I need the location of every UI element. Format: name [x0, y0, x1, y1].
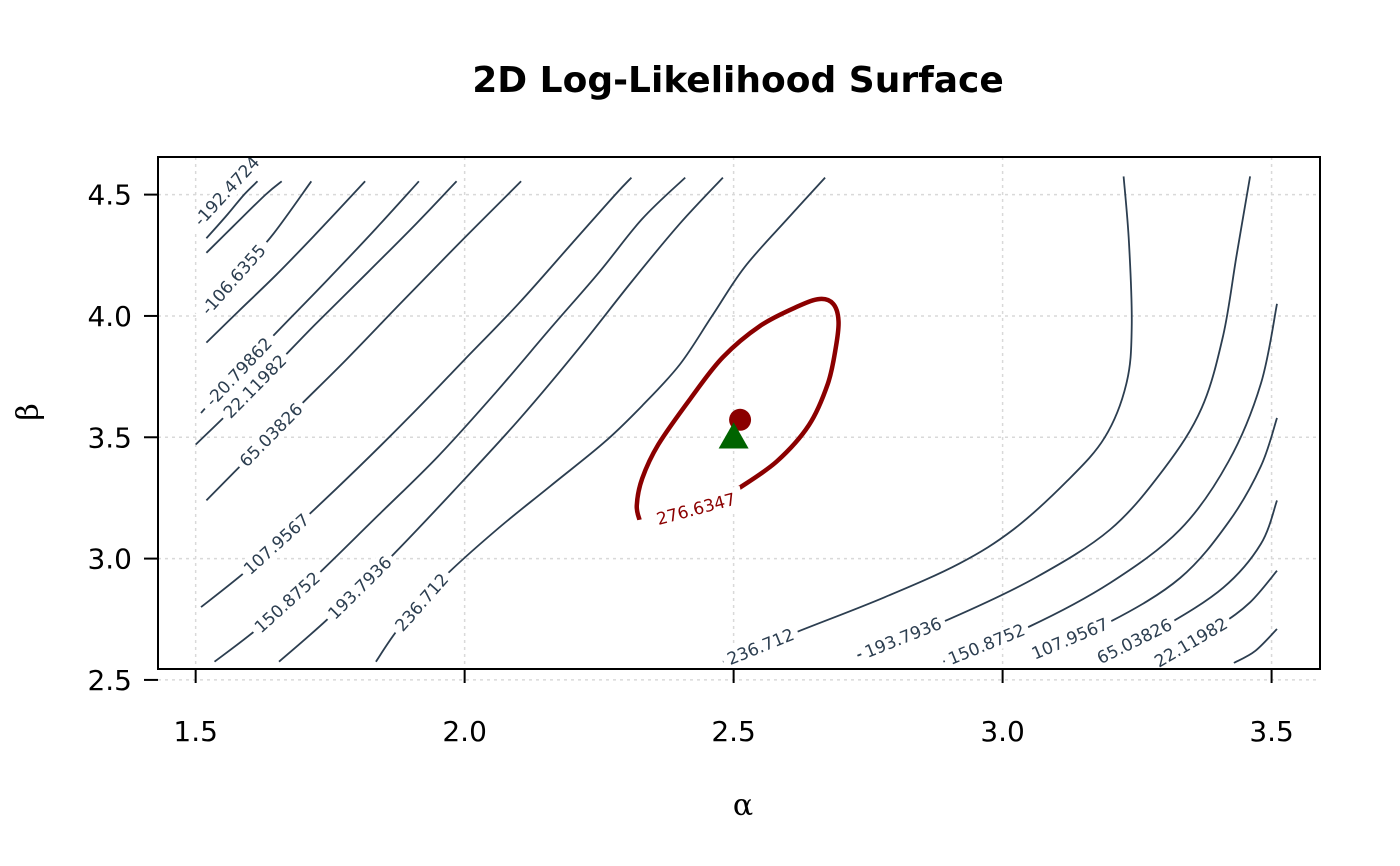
highlight-contour-line: [634, 296, 841, 521]
y-axis-label: β: [11, 403, 46, 420]
contour-label-gap: [1024, 611, 1116, 666]
highlight-contour-label: 276.6347: [654, 490, 738, 530]
contour-line: [1029, 417, 1278, 657]
y-tick-label: 3.0: [87, 543, 132, 576]
contour-label-gap: [197, 328, 281, 415]
contour-line: [722, 176, 1133, 663]
contour-label-gap: [236, 506, 317, 582]
y-tick-label: 2.5: [87, 664, 132, 697]
contour-label-gap: [246, 564, 328, 640]
contour-label-gap: [185, 147, 268, 235]
contour-label-gap: [320, 549, 399, 627]
contour-label: 150.8752: [251, 568, 325, 637]
marker-layer: [718, 408, 752, 449]
contour-line: [943, 303, 1278, 663]
contour-label-gap: [1147, 610, 1235, 674]
chart-title: 2D Log-Likelihood Surface: [472, 60, 1004, 101]
x-tick-label: 2.0: [442, 715, 487, 748]
contour-label-gap: [719, 622, 802, 671]
contour-label: 107.9567: [240, 510, 314, 579]
contour-label: 150.8752: [946, 620, 1029, 669]
contour-line: [857, 176, 1251, 657]
contour-line: [1233, 628, 1278, 664]
x-tick-label: 1.5: [173, 715, 218, 748]
contour-label-gap: [1089, 612, 1180, 670]
contour-label: 193.7936: [862, 614, 945, 663]
contour-label: 236.712: [725, 625, 798, 670]
contour-layer: -192.4724-106.6355-20.7986222.1198265.03…: [185, 147, 1278, 674]
x-tick-label: 3.5: [1249, 715, 1294, 748]
x-tick-label: 2.5: [711, 715, 756, 748]
highlight-label-gap: [646, 485, 746, 532]
axes: 1.5 2.0 2.5 3.0 3.5 2.5 3.0 3.5 4.0 4.5: [87, 179, 1293, 748]
contour-label-gap: [216, 347, 294, 426]
contour-line: [205, 180, 366, 344]
contour-label-gap: [857, 611, 949, 664]
contour-label: -106.6355: [198, 241, 271, 320]
contour-label-gap: [387, 565, 456, 639]
x-axis-label: α: [733, 788, 753, 823]
x-tick-label: 3.0: [980, 715, 1025, 748]
y-tick-label: 4.0: [87, 300, 132, 333]
true-point: [718, 422, 749, 449]
contour-label-gap: [941, 617, 1032, 671]
y-tick-label: 3.5: [87, 421, 132, 454]
contour-label: 236.712: [392, 570, 454, 636]
plot-frame: [157, 156, 1321, 670]
contour-line: [205, 180, 259, 239]
contour-label-gap: [192, 235, 274, 324]
contour-label: -192.4724: [190, 153, 264, 231]
contour-label: 193.7936: [325, 553, 397, 624]
contour-label-gap: [232, 395, 310, 474]
contour-label: 65.03826: [236, 400, 307, 472]
contour-line: [205, 180, 283, 254]
y-tick-label: 4.5: [87, 179, 132, 212]
